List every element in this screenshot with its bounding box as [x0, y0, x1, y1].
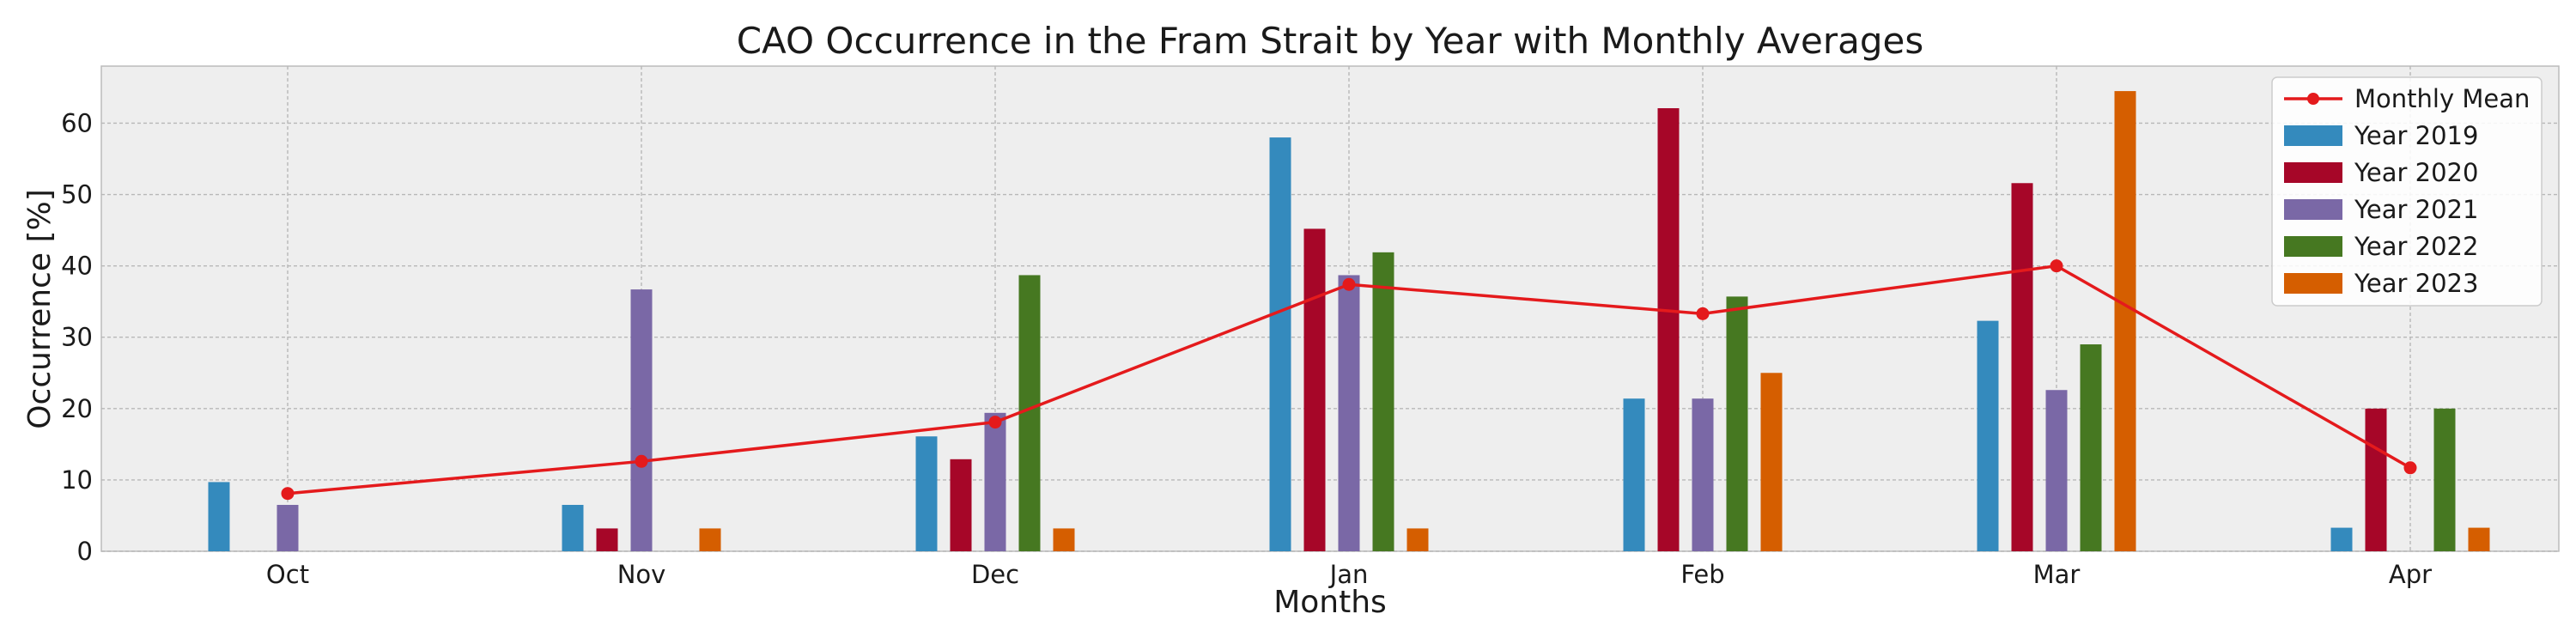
y-tick-label: 50 — [61, 180, 93, 210]
legend-swatch-year-2022 — [2284, 236, 2342, 257]
bar-year-2023-jan — [1406, 528, 1429, 551]
legend-swatch-year-2021 — [2284, 199, 2342, 220]
bar-year-2022-apr — [2433, 408, 2456, 551]
bar-year-2021-feb — [1692, 398, 1714, 551]
bar-year-2022-feb — [1726, 296, 1748, 551]
monthly-mean-point — [2050, 259, 2063, 273]
legend-swatch-year-2019 — [2284, 125, 2342, 146]
y-tick-label: 0 — [77, 537, 93, 566]
legend-swatch-year-2023 — [2284, 273, 2342, 294]
bar-year-2020-feb — [1657, 108, 1680, 552]
monthly-mean-point — [1342, 277, 1356, 291]
x-axis-label: Months — [1273, 585, 1387, 620]
x-tick-label: Dec — [971, 560, 1019, 589]
legend-swatch-year-2020 — [2284, 162, 2342, 183]
bar-year-2023-apr — [2468, 527, 2490, 551]
legend-label-year-2019: Year 2019 — [2354, 121, 2478, 150]
bar-year-2019-mar — [1977, 320, 1999, 551]
x-tick-label: Apr — [2389, 560, 2432, 589]
bar-year-2023-nov — [699, 528, 721, 551]
x-tick-label: Nov — [617, 560, 666, 589]
bar-year-2022-dec — [1018, 275, 1041, 551]
bar-year-2023-dec — [1053, 528, 1075, 551]
monthly-mean-series — [281, 259, 2417, 501]
bar-year-2020-mar — [2011, 183, 2033, 551]
x-tick-label: Jan — [1328, 560, 1369, 589]
legend-marker-monthly-mean — [2307, 93, 2319, 105]
monthly-mean-point — [281, 487, 295, 501]
monthly-mean-point — [988, 416, 1002, 429]
bar-year-2021-nov — [630, 289, 653, 551]
bar-year-2019-dec — [915, 436, 938, 551]
y-tick-label: 20 — [61, 394, 93, 423]
monthly-mean-point — [1696, 307, 1710, 320]
y-tick-label: 30 — [61, 323, 93, 352]
bar-year-2019-nov — [562, 504, 584, 551]
bar-year-2021-mar — [2045, 390, 2068, 551]
monthly-mean-point — [2403, 461, 2417, 475]
y-tick-label: 40 — [61, 252, 93, 281]
bar-year-2019-oct — [208, 482, 230, 551]
bar-year-2022-jan — [1372, 252, 1394, 551]
legend-label-year-2023: Year 2023 — [2354, 269, 2478, 298]
chart-title: CAO Occurrence in the Fram Strait by Yea… — [737, 20, 1924, 62]
bar-year-2019-feb — [1623, 398, 1645, 551]
axis-ticks: 0 10 20 30 40 50 60 Oct Nov Dec Jan Feb Mar Apr — [61, 108, 2432, 589]
bar-year-2023-feb — [1760, 373, 1783, 551]
y-tick-label: 10 — [61, 465, 93, 495]
y-axis-label: Occurrence [%] — [22, 189, 58, 429]
bar-series — [208, 91, 2490, 552]
y-tick-label: 60 — [61, 108, 93, 137]
monthly-mean-point — [635, 454, 648, 468]
bar-year-2022-mar — [2080, 344, 2102, 551]
bar-year-2019-apr — [2330, 527, 2353, 551]
bar-year-2020-jan — [1303, 228, 1326, 551]
x-tick-label: Mar — [2033, 560, 2081, 589]
plot-area — [100, 65, 2560, 552]
legend-label-year-2021: Year 2021 — [2354, 195, 2478, 224]
legend: Monthly Mean Year 2019 Year 2020 Year 2021 Y… — [2271, 76, 2543, 307]
bar-year-2020-apr — [2365, 408, 2387, 551]
bar-year-2020-nov — [596, 528, 618, 551]
bar-year-2020-dec — [950, 459, 972, 551]
legend-label-monthly-mean: Monthly Mean — [2354, 84, 2530, 113]
x-tick-label: Oct — [266, 560, 309, 589]
legend-label-year-2020: Year 2020 — [2354, 158, 2478, 187]
bar-year-2021-oct — [276, 504, 299, 551]
bar-year-2023-mar — [2114, 91, 2136, 552]
bar-year-2021-jan — [1338, 275, 1360, 551]
x-tick-label: Feb — [1680, 560, 1724, 589]
bar-year-2021-dec — [984, 412, 1006, 551]
bar-year-2019-jan — [1269, 137, 1291, 551]
legend-label-year-2022: Year 2022 — [2354, 232, 2478, 261]
